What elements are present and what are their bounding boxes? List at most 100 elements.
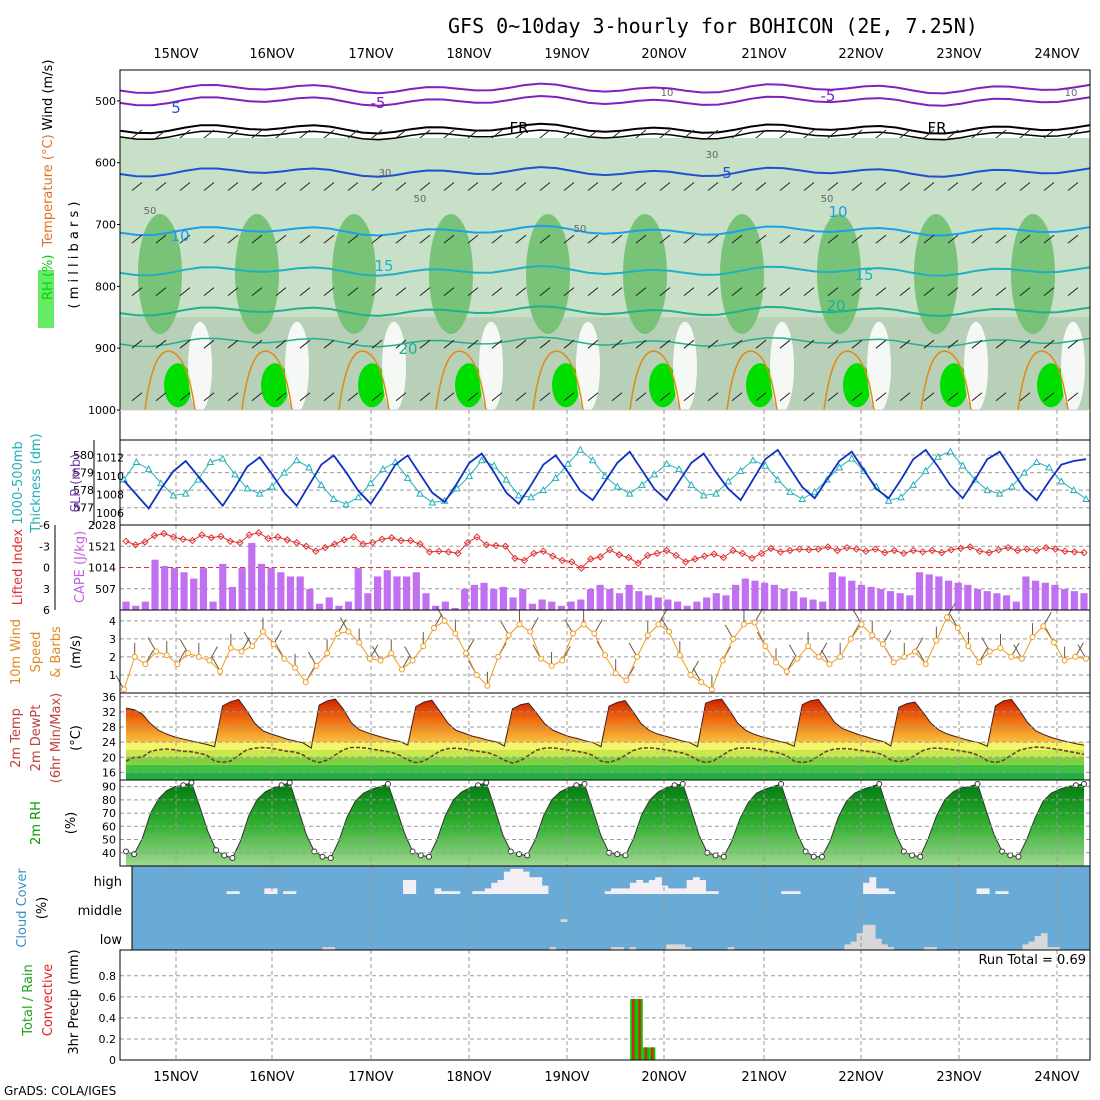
cape-bar: [654, 597, 662, 610]
cape-ylabel: CAPE (J/kg): [73, 531, 88, 603]
warm-contour: [1017, 350, 1069, 411]
wind-speed-point: [1061, 657, 1068, 664]
wind-barb: [203, 392, 215, 402]
rh-area: [126, 782, 1084, 866]
rh-dry-tongue: [1061, 321, 1085, 412]
thickness-point: [588, 456, 597, 464]
isotherm-line: [119, 82, 1091, 95]
cape-bar: [441, 601, 449, 610]
isotherm-line: [119, 166, 1091, 178]
credit-text: GrADS: COLA/IGES: [4, 1084, 116, 1098]
rh-point: [417, 852, 424, 859]
wind-barb: [179, 287, 191, 297]
wind-barb: [779, 287, 791, 297]
rh-ylabel-unit: (%): [64, 812, 79, 835]
date-label-bottom: 20NOV: [641, 1070, 686, 1085]
wind-barb: [755, 339, 767, 349]
wind-barb: [443, 339, 455, 349]
pressure-tick-label: 600: [95, 157, 116, 170]
slp-tick-label: 1012: [96, 451, 124, 464]
cape-bar: [964, 584, 972, 610]
precip-tick-label: 0.6: [99, 991, 117, 1004]
cape-bar: [364, 593, 372, 610]
lifted-index-point: [264, 534, 272, 543]
cape-bar: [693, 601, 701, 610]
wind-speed-point: [516, 621, 523, 628]
cape-bar: [1041, 582, 1049, 610]
isotherm-label: 15: [374, 257, 393, 275]
rh-point: [917, 853, 924, 860]
rh-point: [1081, 780, 1087, 787]
thickness-point: [564, 459, 572, 467]
wind-tick-label: 1: [109, 669, 116, 682]
wind-barb: [923, 182, 935, 191]
wind-barb: [539, 339, 551, 349]
wind-speed-point: [388, 650, 395, 657]
wind-barb: [467, 339, 479, 349]
wind-barb: [515, 392, 527, 402]
lifted-index-point: [956, 544, 965, 553]
lifted-index-point: [1023, 545, 1031, 553]
cape-bar: [1022, 576, 1030, 610]
cape-bar: [219, 563, 227, 610]
rh-point: [483, 779, 490, 786]
wind-barb: [131, 234, 143, 244]
lifted-index-point: [141, 538, 149, 546]
wind-barb: [659, 392, 671, 402]
ylabel-millibars: ( m i l l i b a r s ): [67, 202, 82, 309]
wind-barb: [635, 339, 647, 349]
wind-speed-point: [1040, 623, 1047, 630]
wind-barb: [995, 182, 1007, 191]
thickness-point: [1069, 486, 1078, 494]
cape-bar: [819, 601, 827, 610]
pressure-tick-label: 800: [95, 280, 116, 293]
slp-tick-label: 1006: [96, 507, 124, 520]
wind-barb: [395, 287, 407, 297]
thickness-point: [921, 466, 930, 474]
cloud-cover-bar: [684, 947, 692, 950]
wind-barb: [251, 182, 263, 191]
temp-tick-label: 16: [102, 766, 116, 779]
wind-speed-point: [281, 655, 288, 662]
wind-barb: [443, 129, 455, 139]
thickness-point: [847, 454, 856, 462]
isotherm-line: [119, 94, 1091, 107]
cape-bar: [528, 603, 537, 610]
rh-shade-blob: [164, 363, 192, 408]
wind-barb: [923, 287, 935, 297]
cloud-cover-bar: [781, 891, 788, 894]
wind-barb: [1019, 234, 1031, 244]
lifted-index-point: [311, 547, 320, 555]
wind-barb: [395, 182, 407, 191]
lifted-index-tick-label: -3: [39, 540, 50, 553]
wind-barb: [275, 234, 287, 244]
thickness-tick-label: 578: [73, 484, 94, 497]
wind-barb: [587, 182, 599, 191]
wind-barb: [995, 234, 1007, 244]
wind-speed-point: [773, 659, 780, 666]
cape-bar: [151, 559, 159, 610]
cloud-cover-bar: [549, 947, 557, 950]
wind-speed-point: [858, 621, 865, 628]
wind-barb: [371, 129, 383, 139]
thickness-point: [342, 500, 350, 508]
cape-bar: [877, 589, 885, 610]
isotherm-line: [119, 336, 1091, 348]
wind-speed-point: [206, 657, 213, 664]
lifted-index-point: [700, 552, 709, 560]
wind-barb: [971, 287, 983, 297]
wind-speed-point: [1083, 655, 1089, 662]
cloud-cover-bar: [881, 944, 888, 950]
wind-barb: [923, 234, 935, 244]
cape-bar: [325, 597, 333, 610]
wind-barb: [707, 234, 719, 244]
wind-speed-point: [356, 639, 363, 646]
thickness-point: [958, 461, 967, 469]
temp-band: [126, 757, 1084, 765]
cloud-cover-bar: [667, 888, 675, 894]
slp-tick-label: 1010: [96, 470, 124, 483]
date-label-bottom: 19NOV: [544, 1070, 589, 1085]
cape-bar: [383, 570, 391, 610]
cloud-cover-bar: [995, 891, 1003, 894]
wind-barb: [755, 287, 767, 297]
